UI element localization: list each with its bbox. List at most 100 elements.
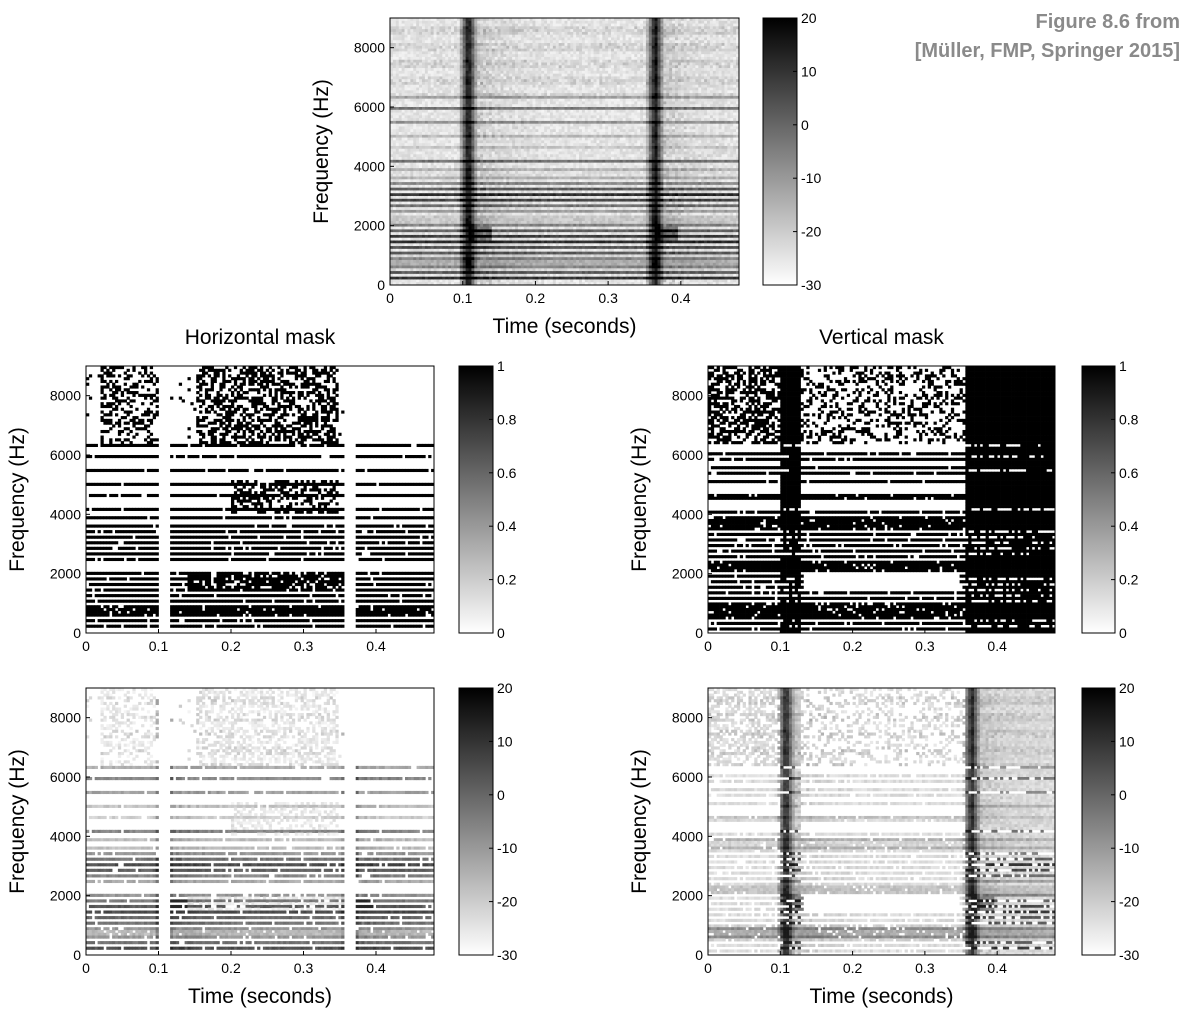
heatmap-cell <box>509 157 512 160</box>
heatmap-cell <box>480 224 483 227</box>
heatmap-cell <box>410 99 413 102</box>
heatmap-cell <box>477 90 480 93</box>
heatmap-cell <box>477 37 480 40</box>
heatmap-cell <box>469 85 472 88</box>
heatmap-cell <box>506 54 509 57</box>
heatmap-cell <box>495 96 498 99</box>
heatmap-cell <box>422 229 425 232</box>
heatmap-cell <box>439 51 442 54</box>
heatmap-cell <box>431 107 434 110</box>
heatmap-cell <box>457 71 460 74</box>
heatmap-cell <box>492 37 495 40</box>
heatmap-cell <box>495 104 498 107</box>
heatmap-cell <box>503 132 506 135</box>
heatmap-cell <box>498 190 501 193</box>
heatmap-cell <box>422 193 425 196</box>
heatmap-cell <box>492 115 495 118</box>
heatmap-cell <box>495 63 498 66</box>
heatmap-cell <box>396 24 399 27</box>
heatmap-cell <box>498 246 501 249</box>
heatmap-cell <box>396 229 399 232</box>
heatmap-cell <box>451 88 454 91</box>
heatmap-cell <box>402 37 405 40</box>
heatmap-cell <box>422 204 425 207</box>
heatmap-cell <box>442 113 445 116</box>
heatmap-cell <box>431 266 434 269</box>
heatmap-cell <box>393 268 396 271</box>
heatmap-cell <box>428 279 431 282</box>
heatmap-cell <box>506 279 509 282</box>
heatmap-cell <box>474 68 477 71</box>
heatmap-cell <box>498 277 501 280</box>
heatmap-cell <box>405 40 408 43</box>
heatmap-cell <box>469 254 472 257</box>
heatmap-cell <box>489 188 492 191</box>
heatmap-cell <box>474 204 477 207</box>
heatmap-cell <box>506 71 509 74</box>
heatmap-cell <box>509 218 512 221</box>
heatmap-cell <box>428 174 431 177</box>
heatmap-cell <box>457 29 460 32</box>
heatmap-cell <box>506 107 509 110</box>
heatmap-cell <box>407 224 410 227</box>
heatmap-cell <box>451 115 454 118</box>
heatmap-cell <box>454 24 457 27</box>
heatmap-cell <box>442 54 445 57</box>
heatmap-cell <box>501 160 504 163</box>
heatmap-cell <box>439 143 442 146</box>
heatmap-cell <box>393 238 396 241</box>
heatmap-cell <box>483 90 486 93</box>
heatmap-cell <box>407 29 410 32</box>
heatmap-cell <box>439 104 442 107</box>
heatmap-cell <box>399 113 402 116</box>
heatmap-cell <box>428 132 431 135</box>
heatmap-cell <box>437 49 440 52</box>
heatmap-cell <box>431 193 434 196</box>
heatmap-cell <box>506 68 509 71</box>
heatmap-cell <box>437 163 440 166</box>
heatmap-cell <box>422 177 425 180</box>
heatmap-cell <box>416 93 419 96</box>
heatmap-cell <box>451 238 454 241</box>
heatmap-cell <box>477 143 480 146</box>
heatmap-cell <box>425 113 428 116</box>
heatmap-cell <box>451 204 454 207</box>
heatmap-cell <box>416 143 419 146</box>
heatmap-cell <box>442 82 445 85</box>
heatmap-cell <box>457 165 460 168</box>
heatmap-cell <box>460 37 463 40</box>
heatmap-cell <box>413 268 416 271</box>
heatmap-cell <box>425 154 428 157</box>
heatmap-cell <box>454 96 457 99</box>
heatmap-cell <box>463 246 466 249</box>
heatmap-cell <box>442 90 445 93</box>
heatmap-cell <box>506 132 509 135</box>
heatmap-cell <box>495 110 498 113</box>
heatmap-cell <box>477 213 480 216</box>
heatmap-cell <box>396 115 399 118</box>
heatmap-cell <box>451 235 454 238</box>
heatmap-cell <box>506 126 509 129</box>
heatmap-cell <box>434 243 437 246</box>
heatmap-cell <box>498 101 501 104</box>
heatmap-cell <box>495 85 498 88</box>
heatmap-cell <box>416 168 419 171</box>
heatmap-cell <box>466 229 469 232</box>
heatmap-cell <box>471 199 474 202</box>
heatmap-cell <box>466 68 469 71</box>
heatmap-cell <box>399 74 402 77</box>
heatmap-cell <box>492 257 495 260</box>
heatmap-cell <box>396 146 399 149</box>
heatmap-cell <box>434 215 437 218</box>
heatmap-cell <box>492 221 495 224</box>
heatmap-cell <box>431 171 434 174</box>
heatmap-cell <box>469 21 472 24</box>
heatmap-cell <box>506 35 509 38</box>
heatmap-cell <box>454 138 457 141</box>
heatmap-cell <box>451 60 454 63</box>
heatmap-cell <box>460 138 463 141</box>
heatmap-cell <box>471 135 474 138</box>
heatmap-cell <box>506 241 509 244</box>
heatmap-cell <box>405 163 408 166</box>
heatmap-cell <box>396 63 399 66</box>
